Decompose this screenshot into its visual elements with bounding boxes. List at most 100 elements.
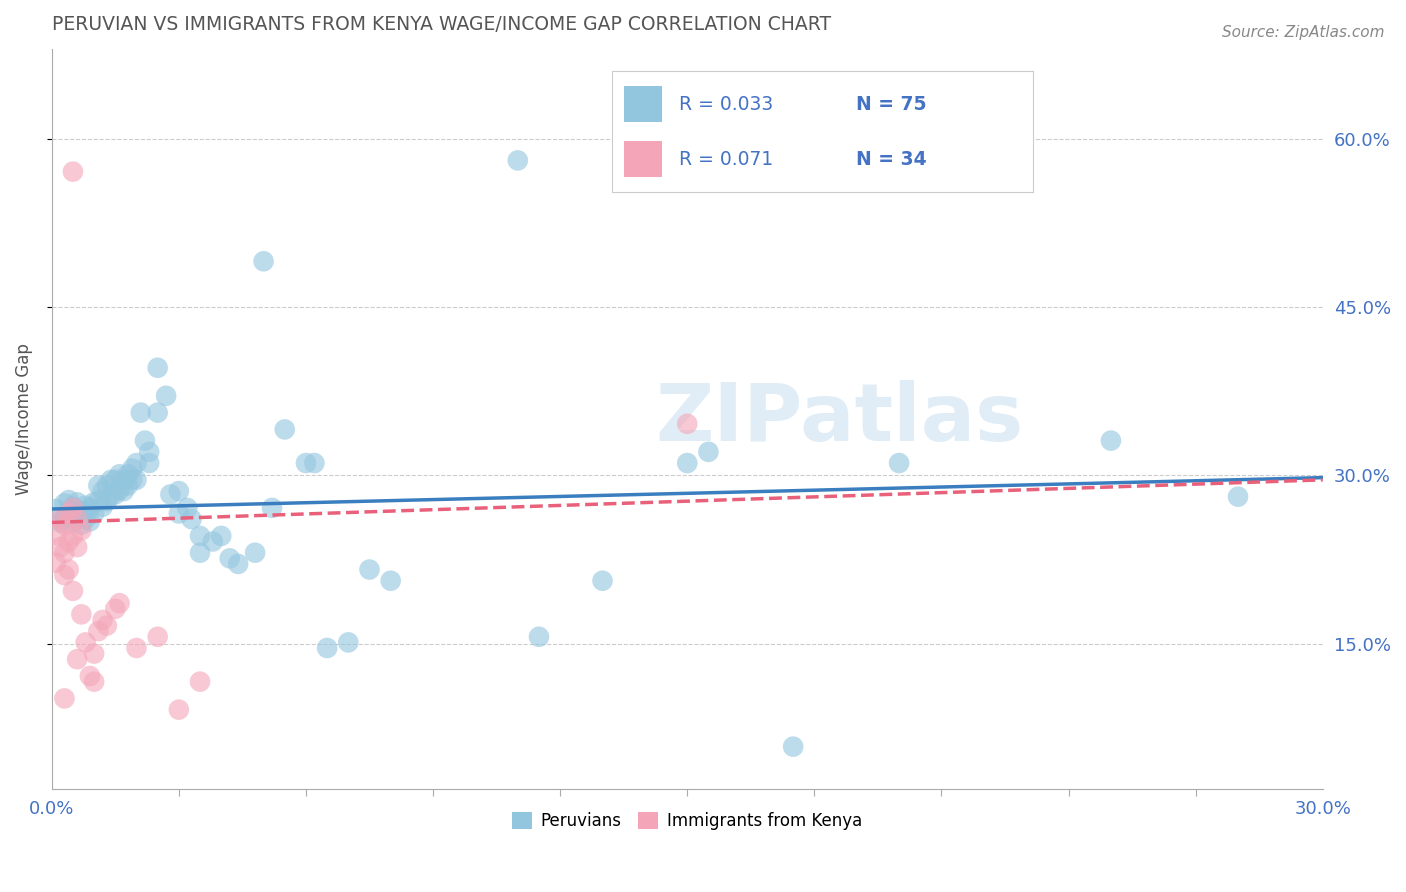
Point: [1227, 490, 1250, 504]
Text: PERUVIAN VS IMMIGRANTS FROM KENYA WAGE/INCOME GAP CORRELATION CHART: PERUVIAN VS IMMIGRANTS FROM KENYA WAGE/I…: [52, 15, 831, 34]
Point: [58, 508, 80, 522]
Point: [58, 507, 80, 521]
Point: [782, 739, 804, 754]
Point: [243, 546, 266, 560]
Point: [49, 540, 72, 554]
Point: [53, 568, 76, 582]
Point: [104, 601, 127, 615]
Text: ZIPatlas: ZIPatlas: [655, 380, 1024, 458]
Bar: [624, 141, 662, 178]
Point: [62, 516, 84, 530]
Point: [167, 703, 190, 717]
Point: [180, 512, 202, 526]
Point: [62, 500, 84, 515]
Text: R = 0.033: R = 0.033: [679, 95, 773, 114]
Point: [45, 528, 67, 542]
Point: [96, 478, 118, 492]
Text: R = 0.071: R = 0.071: [679, 151, 773, 169]
Point: [62, 164, 84, 178]
Point: [104, 487, 127, 501]
Point: [295, 456, 318, 470]
Point: [62, 583, 84, 598]
Point: [252, 254, 274, 268]
Point: [129, 406, 152, 420]
Text: N = 34: N = 34: [856, 151, 927, 169]
Point: [125, 456, 148, 470]
Point: [87, 494, 110, 508]
Point: [45, 502, 67, 516]
Point: [62, 529, 84, 543]
Point: [75, 635, 97, 649]
Point: [112, 484, 135, 499]
Point: [676, 417, 699, 431]
Point: [188, 546, 211, 560]
Y-axis label: Wage/Income Gap: Wage/Income Gap: [15, 343, 32, 495]
Point: [176, 500, 198, 515]
Point: [527, 630, 550, 644]
Point: [146, 630, 169, 644]
Point: [53, 511, 76, 525]
Point: [316, 640, 339, 655]
Point: [201, 534, 224, 549]
Point: [53, 546, 76, 560]
Point: [121, 461, 143, 475]
Point: [53, 496, 76, 510]
Point: [188, 674, 211, 689]
Point: [79, 669, 101, 683]
Point: [75, 512, 97, 526]
Point: [108, 467, 131, 482]
Point: [75, 499, 97, 513]
Point: [91, 613, 114, 627]
Point: [274, 422, 297, 436]
Point: [83, 647, 105, 661]
Point: [83, 674, 105, 689]
Point: [66, 540, 89, 554]
Point: [117, 478, 139, 492]
Text: Source: ZipAtlas.com: Source: ZipAtlas.com: [1222, 25, 1385, 40]
Point: [146, 406, 169, 420]
Point: [304, 456, 326, 470]
Point: [108, 596, 131, 610]
Point: [226, 557, 249, 571]
Point: [62, 500, 84, 514]
Point: [117, 467, 139, 482]
Point: [66, 512, 89, 526]
Point: [79, 500, 101, 515]
Point: [91, 484, 114, 499]
Point: [83, 495, 105, 509]
Point: [125, 640, 148, 655]
Point: [58, 534, 80, 549]
Point: [58, 493, 80, 508]
Point: [91, 500, 114, 514]
Point: [592, 574, 614, 588]
Point: [96, 618, 118, 632]
Point: [112, 473, 135, 487]
Point: [79, 514, 101, 528]
Point: [53, 517, 76, 532]
Point: [506, 153, 529, 168]
Point: [134, 434, 156, 448]
Point: [70, 607, 93, 622]
Point: [155, 389, 177, 403]
Point: [83, 507, 105, 521]
Point: [159, 487, 181, 501]
Point: [167, 484, 190, 499]
Point: [66, 495, 89, 509]
Bar: [624, 86, 662, 122]
Legend: Peruvians, Immigrants from Kenya: Peruvians, Immigrants from Kenya: [506, 805, 869, 837]
Point: [87, 478, 110, 492]
Point: [887, 456, 910, 470]
Point: [70, 517, 93, 532]
Point: [58, 562, 80, 576]
Point: [138, 456, 160, 470]
Point: [1099, 434, 1122, 448]
Point: [96, 494, 118, 508]
Point: [167, 507, 190, 521]
Point: [676, 456, 699, 470]
Point: [70, 524, 93, 538]
Point: [337, 635, 360, 649]
Point: [49, 516, 72, 530]
Point: [188, 529, 211, 543]
Point: [209, 529, 232, 543]
Point: [218, 551, 240, 566]
